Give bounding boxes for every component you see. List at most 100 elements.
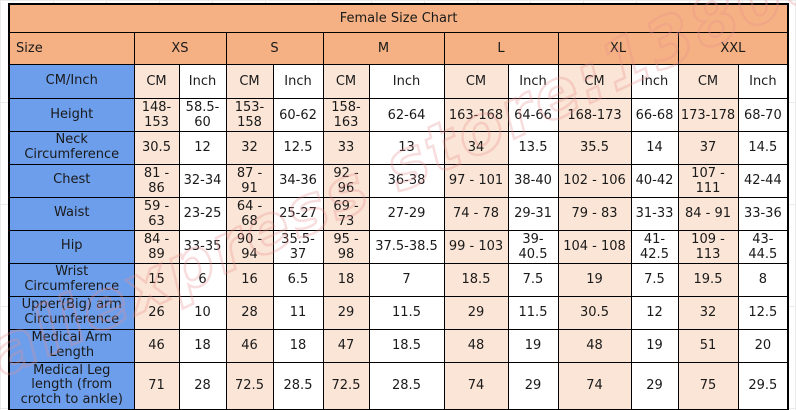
row-label: Medical Leg length (from crotch to ankle… — [8, 361, 135, 410]
value-cell: 41-42.5 — [630, 229, 679, 264]
value-cell: 19 — [507, 328, 559, 363]
value-cell: 12.5 — [737, 295, 789, 330]
value-cell: 95 - 98 — [322, 229, 370, 264]
unit-header-row: CM/Inch CM Inch CM Inch CM Inch CM Inch CM Inch CM… — [8, 64, 789, 99]
value-cell: 18.5 — [368, 328, 445, 363]
value-cell: 29.5 — [737, 361, 789, 410]
value-cell: 51 — [677, 328, 739, 363]
value-cell: 153-158 — [225, 98, 274, 132]
value-cell: 71 — [133, 361, 180, 410]
size-col-header-xxl: XXL — [677, 32, 789, 65]
value-cell: 62-64 — [368, 98, 445, 132]
value-cell: 30.5 — [557, 295, 632, 330]
size-col-header-xs: XS — [133, 32, 227, 65]
value-cell: 69 - 73 — [322, 196, 370, 231]
value-cell: 168-173 — [557, 98, 632, 132]
table-row: Hip 84 - 89 33-35 90 - 94 35.5-37 95 - 98 37.5… — [8, 229, 789, 264]
unit-col-header-inch: Inch — [630, 64, 679, 99]
chart-title: Female Size Chart — [8, 3, 789, 33]
value-cell: 15 — [133, 262, 180, 297]
value-cell: 33-36 — [737, 196, 789, 231]
title-row: Female Size Chart — [8, 3, 789, 33]
table-row: Waist 59 - 63 23-25 64 - 68 25-27 69 - 73 27-2… — [8, 196, 789, 231]
value-cell: 18.5 — [443, 262, 509, 297]
row-label: Chest — [8, 163, 135, 198]
unit-col-header-inch: Inch — [368, 64, 445, 99]
value-cell: 58.5-60 — [178, 98, 227, 132]
value-cell: 81 - 86 — [133, 163, 180, 198]
value-cell: 33-35 — [178, 229, 227, 264]
value-cell: 72.5 — [322, 361, 370, 410]
row-label: Neck Circumference — [8, 131, 135, 165]
size-corner-label: Size — [8, 32, 135, 65]
value-cell: 26 — [133, 295, 180, 330]
value-cell: 158-163 — [322, 98, 370, 132]
value-cell: 60-62 — [272, 98, 324, 132]
value-cell: 68-70 — [737, 98, 789, 132]
table-row: Wrist Circumference 15 6 16 6.5 18 7 18.5 7.5 19 7… — [8, 262, 789, 297]
value-cell: 18 — [272, 328, 324, 363]
value-cell: 38-40 — [507, 163, 559, 198]
value-cell: 11.5 — [368, 295, 445, 330]
value-cell: 34-36 — [272, 163, 324, 198]
value-cell: 12 — [178, 131, 227, 165]
value-cell: 31-33 — [630, 196, 679, 231]
value-cell: 10 — [178, 295, 227, 330]
value-cell: 107 - 111 — [677, 163, 739, 198]
row-label: Medical Arm Length — [8, 328, 135, 363]
value-cell: 32 — [677, 295, 739, 330]
value-cell: 163-168 — [443, 98, 509, 132]
unit-col-header-cm: CM — [443, 64, 509, 99]
value-cell: 16 — [225, 262, 274, 297]
value-cell: 19 — [557, 262, 632, 297]
value-cell: 40-42 — [630, 163, 679, 198]
value-cell: 23-25 — [178, 196, 227, 231]
value-cell: 173-178 — [677, 98, 739, 132]
unit-col-header-inch: Inch — [507, 64, 559, 99]
value-cell: 11 — [272, 295, 324, 330]
value-cell: 35.5-37 — [272, 229, 324, 264]
value-cell: 8 — [737, 262, 789, 297]
table-row: Chest 81 - 86 32-34 87 - 91 34-36 92 - 96 36-3… — [8, 163, 789, 198]
value-cell: 32 — [225, 131, 274, 165]
value-cell: 48 — [557, 328, 632, 363]
value-cell: 46 — [225, 328, 274, 363]
unit-col-header-inch: Inch — [178, 64, 227, 99]
unit-col-header-inch: Inch — [272, 64, 324, 99]
value-cell: 46 — [133, 328, 180, 363]
row-label: Height — [8, 98, 135, 132]
size-col-header-xl: XL — [557, 32, 679, 65]
table-row: Height 148-153 58.5-60 153-158 60-62 158-163 6… — [8, 98, 789, 132]
value-cell: 29 — [630, 361, 679, 410]
value-cell: 7 — [368, 262, 445, 297]
table-row: Upper(Big) arm Circumference 26 10 28 11 29 11… — [8, 295, 789, 330]
value-cell: 12.5 — [272, 131, 324, 165]
value-cell: 25-27 — [272, 196, 324, 231]
value-cell: 12 — [630, 295, 679, 330]
row-label: Waist — [8, 196, 135, 231]
size-col-header-s: S — [225, 32, 324, 65]
value-cell: 34 — [443, 131, 509, 165]
table-body: Height 148-153 58.5-60 153-158 60-62 158-163 6… — [8, 98, 789, 410]
value-cell: 72.5 — [225, 361, 274, 410]
value-cell: 14.5 — [737, 131, 789, 165]
size-col-header-l: L — [443, 32, 559, 65]
row-label: Hip — [8, 229, 135, 264]
value-cell: 28 — [225, 295, 274, 330]
value-cell: 59 - 63 — [133, 196, 180, 231]
size-col-header-m: M — [322, 32, 445, 65]
value-cell: 74 — [557, 361, 632, 410]
unit-corner-label: CM/Inch — [8, 64, 135, 99]
value-cell: 42-44 — [737, 163, 789, 198]
value-cell: 97 - 101 — [443, 163, 509, 198]
row-label: Wrist Circumference — [8, 262, 135, 297]
value-cell: 43-44.5 — [737, 229, 789, 264]
value-cell: 19 — [630, 328, 679, 363]
value-cell: 19.5 — [677, 262, 739, 297]
value-cell: 148-153 — [133, 98, 180, 132]
value-cell: 29-31 — [507, 196, 559, 231]
table-row: Medical Leg length (from crotch to ankle… — [8, 361, 789, 410]
value-cell: 6.5 — [272, 262, 324, 297]
value-cell: 74 — [443, 361, 509, 410]
value-cell: 28.5 — [272, 361, 324, 410]
